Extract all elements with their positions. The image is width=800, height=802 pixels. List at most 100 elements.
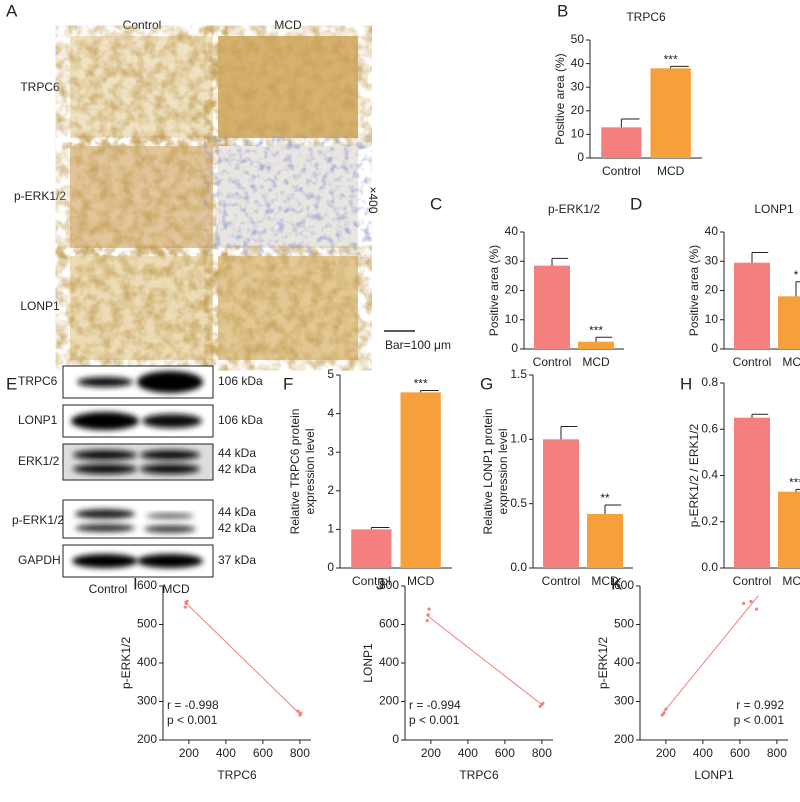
point (754, 607, 759, 611)
y-axis-label: expression level (303, 428, 317, 514)
bar (400, 392, 441, 568)
chart-title: TRPC6 (626, 10, 666, 24)
y-axis-label: Positive area (%) (487, 245, 501, 336)
bar (734, 262, 770, 349)
x-tick-label: 200 (421, 746, 441, 760)
x-tick-label: Control (542, 574, 581, 588)
point (541, 701, 545, 706)
panel-letter: F (283, 374, 293, 393)
y-tick-label: 40 (505, 224, 519, 238)
blot-label: p-ERK1/2 (12, 513, 64, 527)
significance: *** (414, 377, 428, 391)
y-tick-label: 1 (327, 522, 334, 536)
y-tick-label: 500 (614, 617, 634, 631)
x-tick-label: 200 (656, 746, 676, 760)
micrograph-texture (218, 256, 358, 360)
y-tick-label: 0.0 (510, 560, 527, 574)
micrograph-texture (70, 256, 213, 360)
y-tick-label: 400 (137, 655, 157, 669)
significance: *** (789, 476, 800, 490)
lane-label: Control (89, 582, 128, 596)
micrograph-texture (218, 36, 358, 138)
significance: *** (664, 53, 678, 67)
y-tick-label: 0.8 (701, 375, 718, 389)
row-label: p-ERK1/2 (14, 189, 66, 203)
x-tick-label: MCD (407, 574, 435, 588)
x-tick-label: MCD (782, 355, 800, 369)
micrograph-texture (70, 36, 213, 138)
y-tick-label: 3 (327, 444, 334, 458)
x-tick-label: 800 (532, 746, 552, 760)
panel-letter: C (430, 194, 442, 213)
y-tick-label: 10 (571, 127, 585, 141)
x-tick-label: 800 (290, 746, 310, 760)
bar (578, 341, 614, 349)
x-tick-label: MCD (582, 355, 610, 369)
band (73, 450, 137, 460)
micrograph-texture (70, 146, 213, 248)
point (426, 613, 430, 617)
band (140, 464, 200, 474)
lane-label: MCD (162, 582, 190, 596)
chart-title: LONP1 (754, 202, 794, 216)
y-axis-label: Relative LONP1 protein (481, 408, 495, 534)
point (662, 711, 666, 715)
blot (62, 365, 214, 578)
x-tick-label: 600 (253, 746, 273, 760)
panel-letter: B (557, 1, 568, 20)
y-tick-label: 0 (392, 732, 399, 746)
point (749, 599, 753, 604)
band (72, 554, 138, 568)
band (142, 414, 202, 428)
panel-letter: J (376, 574, 385, 593)
y-tick-label: 0 (511, 341, 518, 355)
band (75, 524, 135, 532)
x-axis-label: LONP1 (694, 768, 734, 782)
y-tick-label: 400 (379, 655, 399, 669)
kda-label: 42 kDa (218, 462, 256, 476)
kda-label: 44 kDa (218, 446, 256, 460)
point (742, 601, 746, 605)
x-tick-label: 400 (458, 746, 478, 760)
y-tick-label: 800 (379, 578, 399, 592)
bar (734, 417, 770, 568)
bar (351, 529, 392, 568)
bar (778, 296, 800, 349)
x-tick-label: 200 (179, 746, 199, 760)
column-label: MCD (274, 18, 302, 32)
micrograph-texture (218, 146, 358, 248)
y-tick-label: 400 (614, 655, 634, 669)
x-tick-label: Control (352, 574, 391, 588)
panel-letter: E (6, 374, 17, 393)
bar (543, 439, 579, 568)
significance: *** (589, 323, 603, 337)
magnification: ×400 (366, 186, 380, 213)
y-axis-label: p-ERK1/2 / ERK1/2 (687, 423, 701, 527)
x-tick-label: MCD (657, 164, 685, 178)
y-tick-label: 600 (614, 578, 634, 592)
x-tick-label: 600 (495, 746, 515, 760)
band (77, 377, 133, 387)
band (137, 371, 203, 393)
y-tick-label: 1.0 (510, 432, 527, 446)
y-axis-label: Positive area (%) (553, 53, 567, 144)
y-axis-label: p-ERK1/2 (119, 637, 133, 689)
kda-label: 42 kDa (218, 521, 256, 535)
y-tick-label: 20 (705, 283, 719, 297)
point (664, 707, 668, 711)
band (140, 450, 200, 460)
y-tick-label: 0 (711, 341, 718, 355)
bar (650, 68, 691, 158)
kda-label: 44 kDa (218, 505, 256, 519)
y-tick-label: 2 (327, 483, 334, 497)
y-tick-label: 0.2 (701, 514, 718, 528)
bar (601, 127, 642, 158)
y-tick-label: 50 (571, 32, 585, 46)
panel-letter: I (133, 574, 138, 593)
band (73, 464, 137, 474)
y-tick-label: 200 (379, 694, 399, 708)
blot-label: ERK1/2 (18, 454, 60, 468)
annotation: p < 0.001 (409, 713, 460, 727)
bar (534, 265, 570, 349)
